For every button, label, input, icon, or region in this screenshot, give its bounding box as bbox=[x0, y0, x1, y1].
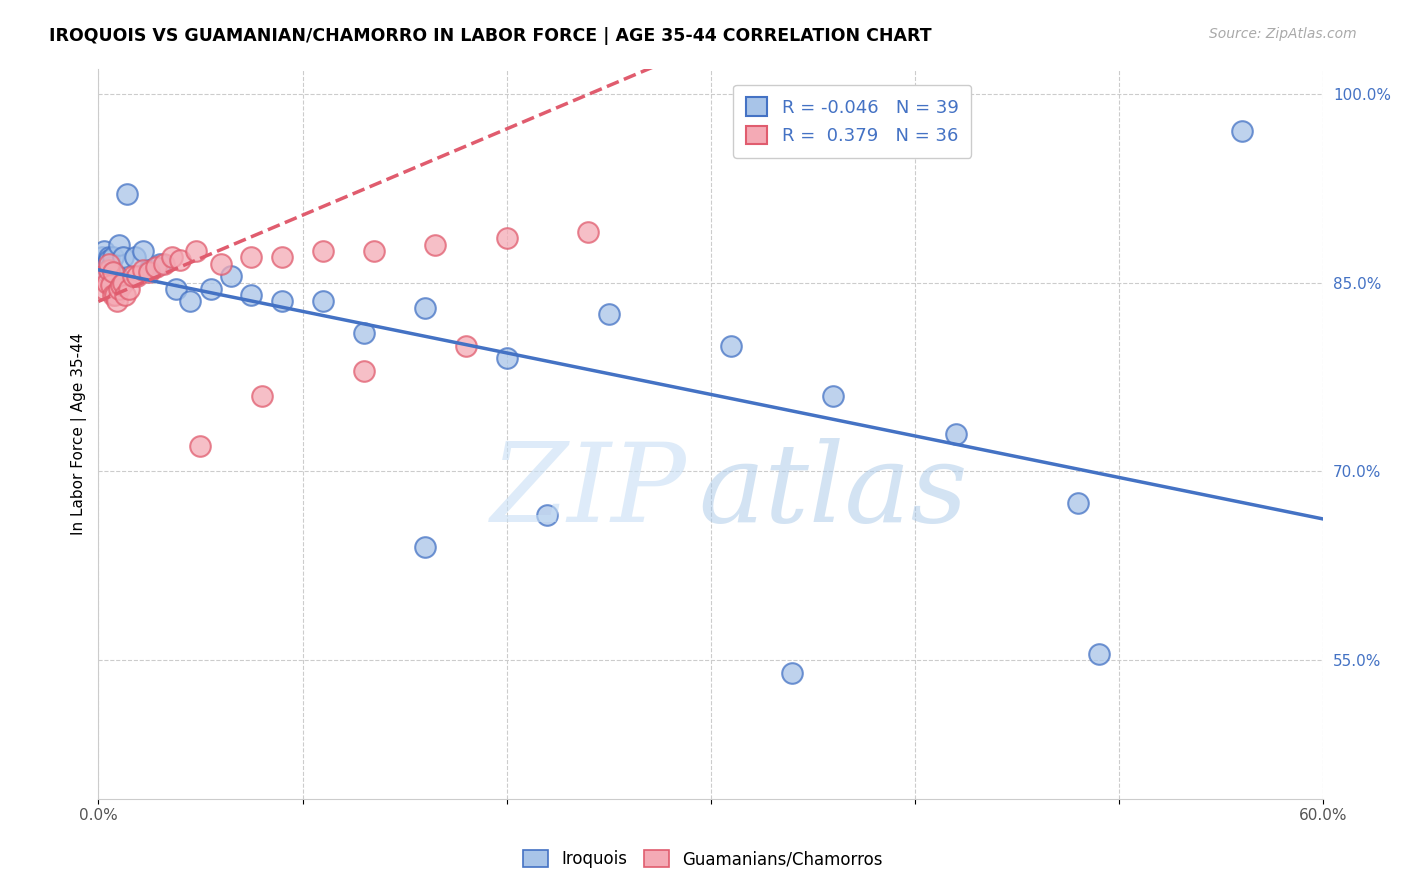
Point bbox=[152, 257, 174, 271]
Point bbox=[160, 251, 183, 265]
Point bbox=[209, 257, 232, 271]
Point bbox=[720, 338, 742, 352]
Point bbox=[138, 263, 160, 277]
Point bbox=[598, 307, 620, 321]
Point bbox=[118, 282, 141, 296]
Point bbox=[105, 269, 128, 284]
Point bbox=[945, 426, 967, 441]
Point bbox=[576, 225, 599, 239]
Point bbox=[169, 252, 191, 267]
Point bbox=[91, 269, 114, 284]
Point bbox=[1230, 124, 1253, 138]
Point bbox=[271, 294, 294, 309]
Point bbox=[124, 251, 146, 265]
Point bbox=[1087, 647, 1109, 661]
Point bbox=[353, 326, 375, 340]
Point bbox=[100, 260, 122, 275]
Point bbox=[100, 278, 122, 293]
Point bbox=[413, 301, 436, 315]
Point bbox=[93, 244, 115, 258]
Point bbox=[91, 251, 114, 265]
Point bbox=[101, 288, 124, 302]
Point bbox=[96, 269, 118, 284]
Point bbox=[138, 265, 160, 279]
Point bbox=[250, 389, 273, 403]
Point bbox=[145, 260, 167, 275]
Point bbox=[1067, 496, 1090, 510]
Point bbox=[105, 294, 128, 309]
Point bbox=[104, 288, 127, 302]
Point bbox=[312, 244, 335, 258]
Point bbox=[312, 294, 335, 309]
Point bbox=[104, 278, 127, 293]
Text: IROQUOIS VS GUAMANIAN/CHAMORRO IN LABOR FORCE | AGE 35-44 CORRELATION CHART: IROQUOIS VS GUAMANIAN/CHAMORRO IN LABOR … bbox=[49, 27, 932, 45]
Text: atlas: atlas bbox=[699, 438, 969, 546]
Point bbox=[97, 263, 120, 277]
Point bbox=[101, 265, 124, 279]
Point bbox=[200, 282, 222, 296]
Point bbox=[107, 282, 129, 296]
Point bbox=[149, 257, 172, 271]
Point bbox=[782, 665, 804, 680]
Point bbox=[97, 251, 120, 265]
Point bbox=[454, 338, 477, 352]
Point bbox=[97, 252, 120, 267]
Point bbox=[97, 257, 120, 271]
Text: ZIP: ZIP bbox=[491, 438, 686, 546]
Point bbox=[97, 263, 120, 277]
Point bbox=[363, 244, 385, 258]
Legend: R = -0.046   N = 39, R =  0.379   N = 36: R = -0.046 N = 39, R = 0.379 N = 36 bbox=[733, 85, 972, 158]
Point bbox=[219, 269, 242, 284]
Point bbox=[114, 288, 136, 302]
Point bbox=[122, 269, 145, 284]
Point bbox=[240, 251, 263, 265]
Point bbox=[271, 251, 294, 265]
Point bbox=[132, 263, 155, 277]
Point bbox=[93, 282, 115, 296]
Point bbox=[115, 187, 138, 202]
Point bbox=[495, 351, 517, 365]
Point bbox=[165, 282, 187, 296]
Point bbox=[101, 251, 124, 265]
Point bbox=[96, 276, 118, 290]
Point bbox=[536, 508, 558, 523]
Point bbox=[179, 294, 201, 309]
Point bbox=[132, 244, 155, 258]
Text: Source: ZipAtlas.com: Source: ZipAtlas.com bbox=[1209, 27, 1357, 41]
Point bbox=[111, 276, 134, 290]
Point bbox=[110, 278, 132, 293]
Point bbox=[186, 244, 208, 258]
Point bbox=[413, 540, 436, 554]
Point bbox=[127, 269, 149, 284]
Point bbox=[353, 364, 375, 378]
Legend: Iroquois, Guamanians/Chamorros: Iroquois, Guamanians/Chamorros bbox=[516, 843, 890, 875]
Point bbox=[495, 231, 517, 245]
Point bbox=[823, 389, 845, 403]
Point bbox=[107, 237, 129, 252]
Point bbox=[425, 237, 447, 252]
Point bbox=[101, 265, 124, 279]
Point bbox=[240, 288, 263, 302]
Point bbox=[96, 257, 118, 271]
Point bbox=[190, 439, 212, 453]
Y-axis label: In Labor Force | Age 35-44: In Labor Force | Age 35-44 bbox=[72, 333, 87, 535]
Point bbox=[111, 251, 134, 265]
